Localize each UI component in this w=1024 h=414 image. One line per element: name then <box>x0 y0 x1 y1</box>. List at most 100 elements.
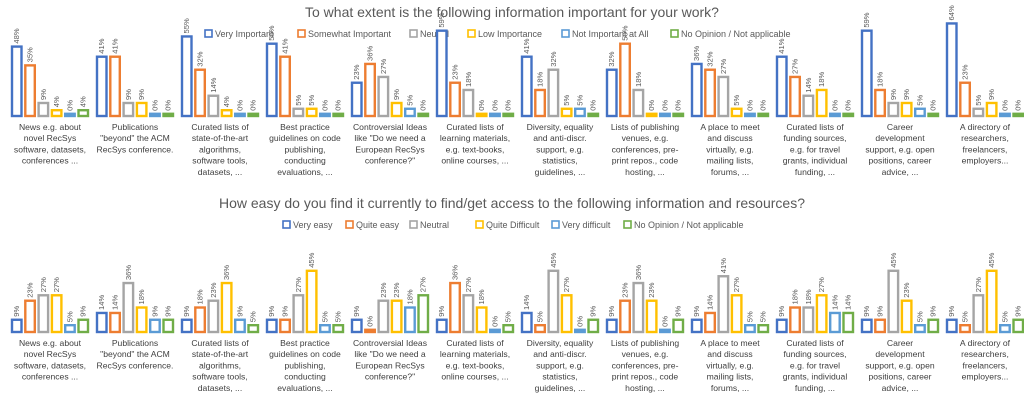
bar <box>435 318 448 334</box>
value-label: 0% <box>235 100 244 111</box>
bar <box>914 324 926 334</box>
bar <box>690 318 703 334</box>
category-group: 9% 36% 27% 18% 0% 5% Curated lists of learning … <box>435 265 515 382</box>
bar <box>122 281 135 334</box>
category-label: Career development support, e.g. open posit… <box>865 338 934 393</box>
bar <box>180 35 193 118</box>
value-label: 18% <box>196 289 205 304</box>
legend-swatch <box>551 220 560 229</box>
value-label: 14% <box>804 77 813 92</box>
value-label: 9% <box>674 306 683 317</box>
value-label: 23% <box>26 282 35 297</box>
value-label: 14% <box>844 295 853 310</box>
bar <box>194 68 207 118</box>
bar <box>24 64 36 118</box>
value-label: 27% <box>974 277 983 292</box>
value-label: 23% <box>392 282 401 297</box>
value-label: 9% <box>947 306 956 317</box>
legend-swatch <box>409 220 418 229</box>
value-label: 23% <box>379 282 388 297</box>
bar <box>24 299 36 334</box>
bar <box>730 107 743 118</box>
legend-label: Low Importance <box>478 29 542 39</box>
bar <box>462 294 475 334</box>
value-label: 0% <box>150 100 159 111</box>
bar <box>574 107 586 118</box>
value-label: 18% <box>536 72 545 87</box>
value-label: 0% <box>844 100 853 111</box>
category-label: Best practice guidelines on code publishin… <box>269 338 341 393</box>
bar <box>672 112 685 118</box>
category-group: 48% 35% 9% 4% 0% 4% News e.g. about novel RecSy… <box>10 28 90 166</box>
bar <box>1012 318 1024 334</box>
value-label: 36% <box>124 265 133 280</box>
value-label: 5% <box>294 95 303 106</box>
bar <box>332 324 345 334</box>
value-label: 5% <box>915 311 924 322</box>
value-label: 32% <box>549 51 558 66</box>
value-label: 0% <box>249 100 258 111</box>
value-label: 0% <box>334 100 343 111</box>
bar <box>377 299 390 334</box>
value-label: 27% <box>294 277 303 292</box>
bar <box>985 269 998 334</box>
category-group: 9% 14% 41% 27% 5% 5% A place to meet and discus… <box>690 258 770 393</box>
value-label: 9% <box>437 306 446 317</box>
bar <box>945 318 958 334</box>
bar <box>148 112 161 118</box>
value-label: 14% <box>830 295 839 310</box>
bar <box>744 112 756 118</box>
value-label: 0% <box>589 100 598 111</box>
value-label: 27% <box>39 277 48 292</box>
legend-item: Neutral <box>409 29 449 39</box>
bar <box>802 306 815 334</box>
category-label: News e.g. about novel RecSys software, dat… <box>14 122 86 166</box>
category-group: 14% 14% 36% 18% 9% 9% Publications "beyond" the… <box>95 265 175 370</box>
value-label: 4% <box>222 96 231 107</box>
value-label: 50% <box>267 25 276 40</box>
value-label: 9% <box>862 306 871 317</box>
category-label: A directory of researchers, freelancers, em… <box>960 338 1011 382</box>
bar <box>829 112 841 118</box>
bar <box>520 55 533 118</box>
bar <box>789 306 801 334</box>
value-label: 0% <box>575 316 584 327</box>
bar <box>744 324 756 334</box>
value-label: 55% <box>182 18 191 33</box>
value-label: 5% <box>334 311 343 322</box>
legend-swatch <box>345 220 354 229</box>
bar <box>377 75 390 118</box>
value-label: 9% <box>692 306 701 317</box>
value-label: 27% <box>791 59 800 74</box>
legend: Very Important Somewhat Important Neutral L… <box>204 29 791 39</box>
legend-item: Quite Difficult <box>475 220 540 230</box>
value-label: 9% <box>182 306 191 317</box>
bar <box>162 318 175 334</box>
bar <box>999 324 1011 334</box>
legend-swatch <box>475 220 484 229</box>
bar <box>220 281 233 334</box>
bar <box>900 299 913 334</box>
bar <box>717 75 730 118</box>
value-label: 5% <box>320 311 329 322</box>
category-group: 50% 41% 5% 5% 0% 0% Best practice guidelines on… <box>265 25 345 177</box>
value-label: 59% <box>437 12 446 27</box>
bar <box>704 68 716 118</box>
bar <box>109 55 122 118</box>
bar <box>959 81 971 118</box>
bar <box>95 311 108 334</box>
bar <box>914 107 926 118</box>
bar <box>645 112 658 118</box>
value-label: 9% <box>352 306 361 317</box>
value-label: 5% <box>504 311 513 322</box>
value-label: 18% <box>634 72 643 87</box>
bar <box>945 22 958 118</box>
category-label: Lists of publishing venues, e.g. conferenc… <box>611 122 680 177</box>
value-label: 9% <box>124 89 133 100</box>
bar <box>757 324 770 334</box>
category-label: Curated lists of learning materials, e.g. … <box>440 122 510 166</box>
bar <box>50 294 63 334</box>
bar <box>417 294 430 334</box>
value-label: 5% <box>1000 311 1009 322</box>
legend-label: Somewhat Important <box>308 29 392 39</box>
